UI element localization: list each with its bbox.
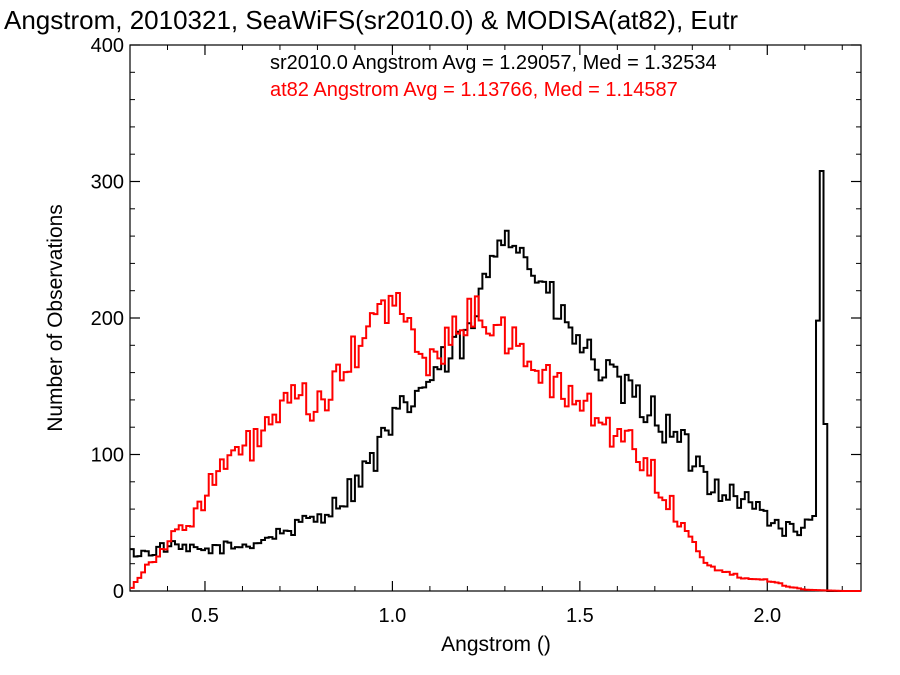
y-tick-label: 400 bbox=[91, 35, 124, 57]
series-line-sr2010.0 bbox=[130, 169, 861, 592]
y-tick-label: 100 bbox=[91, 445, 124, 467]
y-tick-label: 0 bbox=[113, 581, 124, 603]
legend-entry-sr2010: sr2010.0 Angstrom Avg = 1.29057, Med = 1… bbox=[270, 52, 717, 74]
y-axis: 0 100 200 300 400 bbox=[91, 35, 861, 603]
chart-title: Angstrom, 2010321, SeaWiFS(sr2010.0) & M… bbox=[4, 5, 738, 35]
x-tick-label: 0.5 bbox=[191, 605, 219, 627]
x-axis-label: Angstrom () bbox=[441, 633, 551, 656]
series-line-at82 bbox=[130, 292, 861, 592]
legend-entry-at82: at82 Angstrom Avg = 1.13766, Med = 1.145… bbox=[270, 79, 678, 101]
y-tick-label: 300 bbox=[91, 172, 124, 194]
y-tick-label: 200 bbox=[91, 308, 124, 330]
series-layer bbox=[130, 169, 861, 592]
x-axis: 0.5 1.0 1.5 2.0 bbox=[129, 45, 843, 627]
y-axis-label: Number of Observations bbox=[44, 204, 67, 432]
x-tick-label: 1.0 bbox=[379, 605, 407, 627]
x-tick-label: 2.0 bbox=[753, 605, 781, 627]
x-tick-label: 1.5 bbox=[566, 605, 594, 627]
